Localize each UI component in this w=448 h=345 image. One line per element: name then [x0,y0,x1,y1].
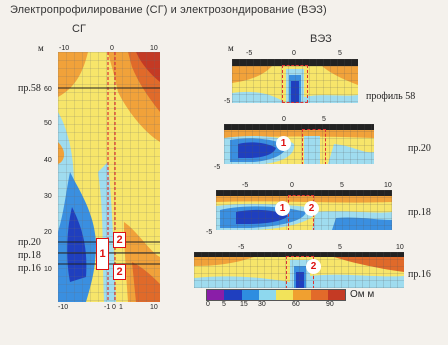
vez-anomaly-marker: 2 [306,259,321,274]
left-anomaly-marker: 1 [96,238,109,270]
left-top-tick: 10 [150,45,158,52]
vez-anomaly-marker: 1 [276,136,291,151]
legend-swatch [207,290,225,300]
legend-swatch [327,290,345,300]
left-profile-label: пр.20 [18,237,41,248]
legend-value: 30 [258,301,266,308]
left-y-tick: 20 [44,229,52,236]
vez-tick: 5 [338,50,342,57]
vez-tick: 5 [340,182,344,189]
vez-panel-profile-18 [216,190,392,230]
vez-panel-label: профиль 58 [366,91,416,102]
vez-panel-profile-58 [232,59,358,103]
legend-swatch [258,290,276,300]
vez-tick: -5 [246,50,253,57]
legend-value: 0 [206,301,210,308]
left-bottom-tick: 1 [119,304,123,311]
vez-panel-profile-20 [224,124,374,164]
left-y-tick: 60 [44,86,52,93]
legend-swatch [310,290,328,300]
vez-depth-tick: -5 [206,229,213,236]
vez-tick: -5 [238,244,245,251]
vez-tick: -5 [242,182,249,189]
left-anomaly-marker: 2 [113,264,126,280]
vez-anomaly-marker: 2 [304,201,319,216]
left-anomaly-marker: 2 [113,232,126,248]
left-y-tick: 10 [44,266,52,273]
left-bottom-tick: -1 [104,304,111,311]
right-section-title: ВЭЗ [310,33,332,45]
legend-value: 90 [326,301,334,308]
vez-depth-tick: -5 [214,164,221,171]
vez-tick: 0 [282,116,286,123]
left-top-tick: -10 [59,45,70,52]
resistivity-legend [206,289,346,301]
legend-swatch [276,290,294,300]
legend-value: 15 [240,301,248,308]
vez-panel-label: пр.20 [408,143,431,154]
left-profile-label: пр.18 [18,250,41,261]
left-resistivity-map [58,52,160,302]
legend-swatch [241,290,259,300]
vez-tick: 0 [288,244,292,251]
vez-tick: 0 [292,50,296,57]
left-top-tick: 0 [110,45,114,52]
vez-tick: 10 [396,244,404,251]
left-section-title: СГ [72,23,86,35]
legend-unit: Ом м [350,289,375,300]
left-bottom-tick: -10 [58,304,69,311]
legend-swatch [293,290,311,300]
legend-value: 5 [222,301,226,308]
left-profile-label: пр.58 [18,83,41,94]
left-y-tick: 50 [44,120,52,127]
vez-panel-label: пр.18 [408,207,431,218]
vez-tick: 5 [338,244,342,251]
left-y-tick: 30 [44,193,52,200]
vez-tick: 0 [290,182,294,189]
vez-panel-profile-16 [194,252,404,288]
left-unit-label: м [38,43,44,53]
left-profile-label: пр.16 [18,263,41,274]
left-bottom-tick: 10 [150,304,158,311]
vez-tick: 5 [322,116,326,123]
figure-title: Электропрофилирование (СГ) и электрозонд… [10,4,327,16]
vez-anomaly-marker: 1 [275,201,290,216]
legend-swatch [224,290,242,300]
vez-depth-tick: -5 [224,98,231,105]
left-y-tick: 40 [44,157,52,164]
vez-panel-label: пр.16 [408,269,431,280]
legend-value: 60 [292,301,300,308]
left-bottom-tick: 0 [112,304,116,311]
vez-tick: 10 [384,182,392,189]
right-unit-label: м [228,43,234,53]
